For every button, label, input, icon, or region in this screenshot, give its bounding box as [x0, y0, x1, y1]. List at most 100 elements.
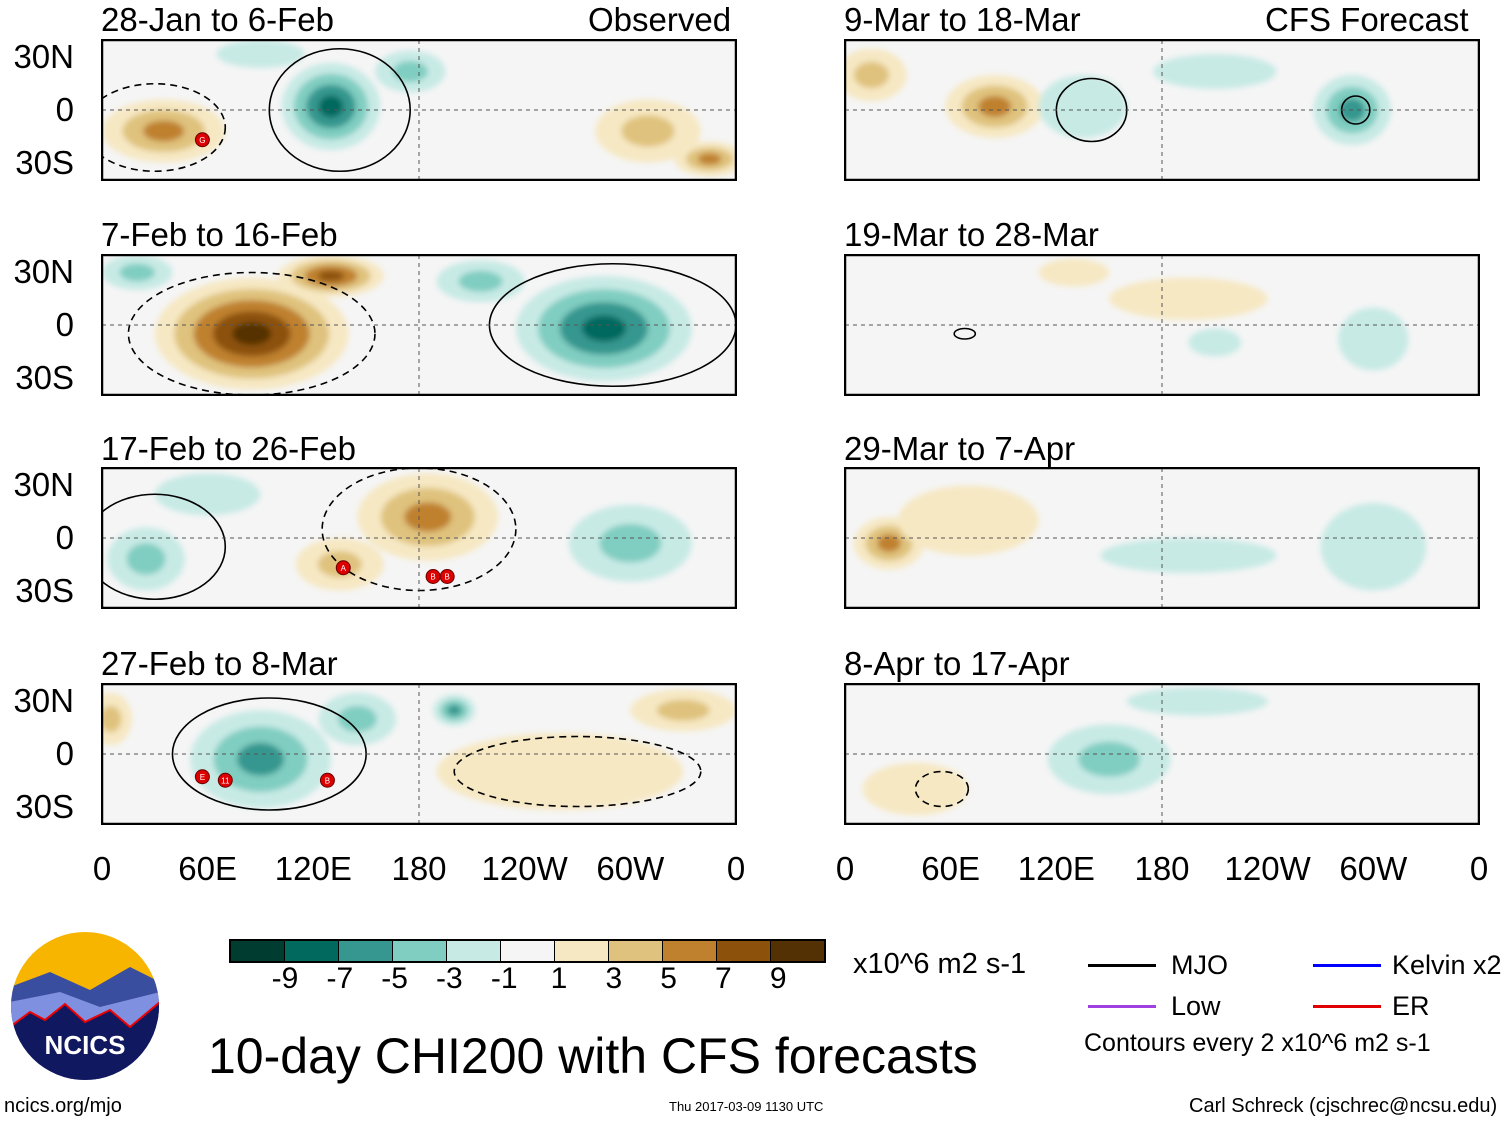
lat-label: 30N: [13, 466, 74, 503]
anomaly-shading: [318, 95, 344, 118]
lon-label: 120W: [1224, 850, 1311, 887]
storm-marker: G: [194, 132, 210, 148]
panel-frame: [101, 683, 737, 825]
lon-label: 60W: [1339, 850, 1408, 887]
anomaly-shading: [154, 473, 261, 516]
lon-label: 120E: [1017, 850, 1095, 887]
anomaly-shading: [853, 61, 890, 89]
panel-title: 28-Jan to 6-Feb: [101, 1, 334, 38]
colorbar-units: x10^6 m2 s-1: [853, 948, 1027, 980]
colorbar-swatch: [717, 941, 771, 961]
anomaly-shading: [656, 699, 710, 721]
map-panel: [101, 254, 737, 396]
anomaly-shading: [1109, 277, 1268, 320]
contour-note: Contours every 2 x10^6 m2 s-1: [1084, 1029, 1431, 1057]
panel-title: 19-Mar to 28-Mar: [844, 216, 1099, 253]
lat-label: 0: [55, 519, 74, 556]
observed-label: Observed: [588, 1, 732, 38]
anomaly-shading: [143, 120, 185, 142]
anomaly-shading: [1126, 687, 1268, 716]
er-legend-label: ER: [1392, 991, 1430, 1021]
anomaly-shading: [621, 115, 675, 147]
kelvin-legend-label: Kelvin x2: [1392, 950, 1502, 980]
lat-label: 30S: [15, 359, 74, 396]
er-legend-line: [1313, 1005, 1381, 1008]
anomaly-shading: [392, 61, 428, 82]
map-panel: [844, 39, 1480, 181]
map-panel: [844, 254, 1480, 396]
anomaly-shading: [1320, 503, 1427, 591]
kelvin-legend-line: [1313, 964, 1381, 967]
anomaly-shading: [862, 762, 969, 816]
anomaly-shading: [404, 502, 452, 532]
anomaly-shading: [216, 40, 305, 68]
lon-label: 180: [1134, 850, 1190, 887]
colorbar-label: 7: [715, 962, 732, 995]
panel-title: 29-Mar to 7-Apr: [844, 430, 1076, 467]
lat-label: 30N: [13, 253, 74, 290]
anomaly-shading: [1338, 307, 1409, 371]
storm-marker: B: [439, 569, 455, 584]
mjo-contour: [268, 47, 411, 173]
lon-label: 60E: [921, 850, 981, 887]
lon-label: 120E: [274, 850, 352, 887]
svg-text:A: A: [341, 564, 347, 573]
colorbar-swatch: [555, 941, 609, 961]
lon-label: 60E: [178, 850, 238, 887]
svg-text:B: B: [445, 573, 450, 582]
lon-label: 0: [835, 850, 855, 887]
anomaly-shading: [978, 96, 1012, 117]
lon-label: 120W: [481, 850, 568, 887]
lon-label: 0: [1469, 850, 1489, 887]
anomaly-shading: [119, 263, 155, 282]
lat-label: 30S: [15, 144, 74, 181]
panel-title: 17-Feb to 26-Feb: [101, 430, 356, 467]
panel-frame: [844, 39, 1480, 181]
anomaly-shading: [237, 742, 284, 776]
svg-text:11: 11: [221, 776, 230, 785]
panel-title: 8-Apr to 17-Apr: [844, 645, 1070, 682]
storm-marker: E: [194, 769, 210, 785]
anomaly-shading: [897, 485, 1039, 556]
mjo-contour: [953, 327, 977, 340]
colorbar-swatch: [285, 941, 339, 961]
colorbar-label: 3: [605, 962, 623, 995]
panel-frame: [844, 467, 1480, 609]
colorbar-label: -3: [436, 962, 463, 995]
lon-label: 180: [391, 850, 447, 887]
svg-text:B: B: [325, 776, 330, 785]
colorbar-label: 1: [550, 962, 568, 995]
colorbar-swatch: [339, 941, 393, 961]
map-panel: G: [101, 39, 737, 181]
anomaly-shading: [1100, 538, 1277, 573]
lat-label: 0: [55, 91, 74, 128]
colorbar-swatch: [501, 941, 555, 961]
anomaly-shading: [101, 705, 122, 733]
map-panel: [844, 683, 1480, 825]
site-link[interactable]: ncics.org/mjo: [4, 1095, 122, 1117]
lat-label: 30N: [13, 682, 74, 719]
low-legend-line: [1088, 1005, 1156, 1008]
figure-title: 10-day CHI200 with CFS forecasts: [208, 1028, 978, 1084]
panel-title: 9-Mar to 18-Mar: [844, 1, 1081, 38]
lat-label: 30S: [15, 572, 74, 609]
map-panel: [844, 467, 1480, 609]
colorbar-swatch: [231, 941, 285, 961]
anomaly-shading: [126, 543, 166, 575]
map-panel: A B B: [101, 467, 737, 609]
anomaly-shading: [877, 534, 901, 552]
author-credit: Carl Schreck (cjschrec@ncsu.edu): [1189, 1095, 1498, 1117]
lat-label: 0: [55, 735, 74, 772]
panel-frame: [844, 254, 1480, 396]
logo-text: NCICS: [45, 1030, 126, 1060]
lon-label: 0: [726, 850, 746, 887]
anomaly-shading: [697, 153, 722, 165]
lon-label: 0: [92, 850, 112, 887]
mjo-contour: [101, 82, 227, 173]
colorbar-label: -1: [490, 962, 518, 995]
colorbar-label: -5: [381, 962, 408, 995]
anomaly-shading: [436, 733, 684, 810]
storm-marker: 11: [217, 772, 233, 788]
anomaly-shading: [317, 270, 345, 282]
anomaly-shading: [337, 705, 377, 733]
